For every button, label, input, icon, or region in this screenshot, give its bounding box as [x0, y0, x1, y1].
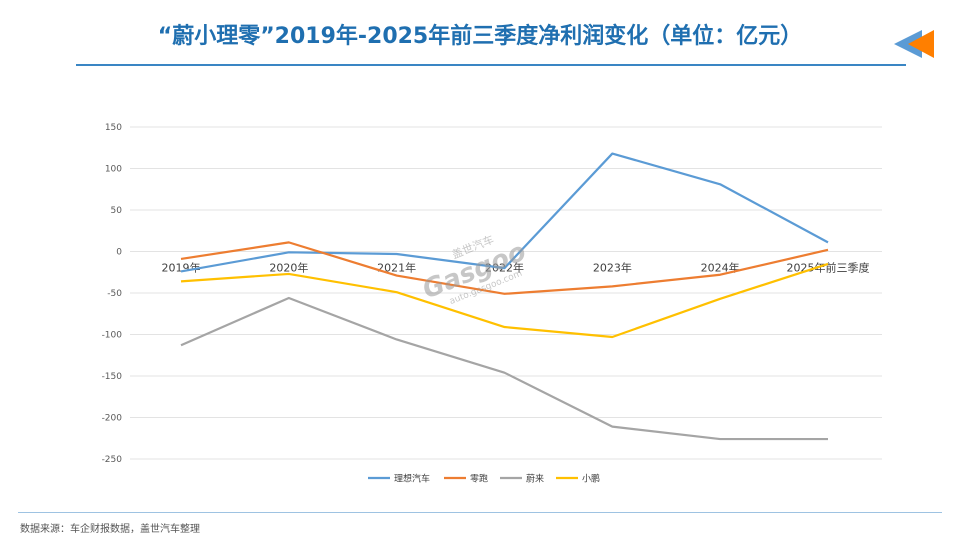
x-tick-label: 2023年 [593, 261, 632, 275]
y-tick-label: 0 [116, 248, 122, 258]
x-tick-label: 2021年 [377, 261, 416, 275]
legend: 理想汽车 零跑 蔚来 小鹏 [368, 473, 600, 485]
x-tick-label: 2024年 [701, 261, 740, 275]
series-line-3 [180, 262, 829, 339]
footer-divider [18, 512, 942, 513]
y-tick-label: -150 [102, 372, 123, 382]
x-axis-ticks: 2019年 2020年 2021年 2022年 2023年 2024年 2025年前三季度 [162, 261, 870, 275]
series-lines [180, 152, 829, 441]
y-tick-label: -100 [102, 331, 123, 341]
source-note: 数据来源：车企财报数据，盖世汽车整理 [20, 524, 200, 535]
x-tick-label: 2019年 [162, 261, 201, 275]
y-tick-label: 50 [111, 206, 123, 216]
x-tick-label: 2020年 [269, 261, 308, 275]
y-axis-ticks: 150 100 50 0 -50 -100 -150 -200 -250 [102, 123, 123, 465]
series-line-2 [180, 296, 828, 441]
legend-label: 零跑 [470, 473, 488, 485]
y-tick-label: -50 [107, 289, 122, 299]
y-tick-label: 150 [105, 123, 122, 133]
series-line-1 [180, 241, 829, 295]
title-divider [76, 64, 906, 66]
y-tick-label: -200 [102, 414, 123, 424]
y-tick-label: 100 [105, 165, 122, 175]
legend-label: 理想汽车 [394, 473, 430, 485]
legend-label: 蔚来 [526, 473, 544, 485]
y-tick-label: -250 [102, 455, 123, 465]
page-title: “蔚小理零”2019年-2025年前三季度净利润变化（单位：亿元） [157, 24, 803, 49]
back-arrow-icon[interactable] [892, 26, 936, 62]
series-line-0 [180, 152, 829, 273]
legend-label: 小鹏 [582, 473, 600, 485]
